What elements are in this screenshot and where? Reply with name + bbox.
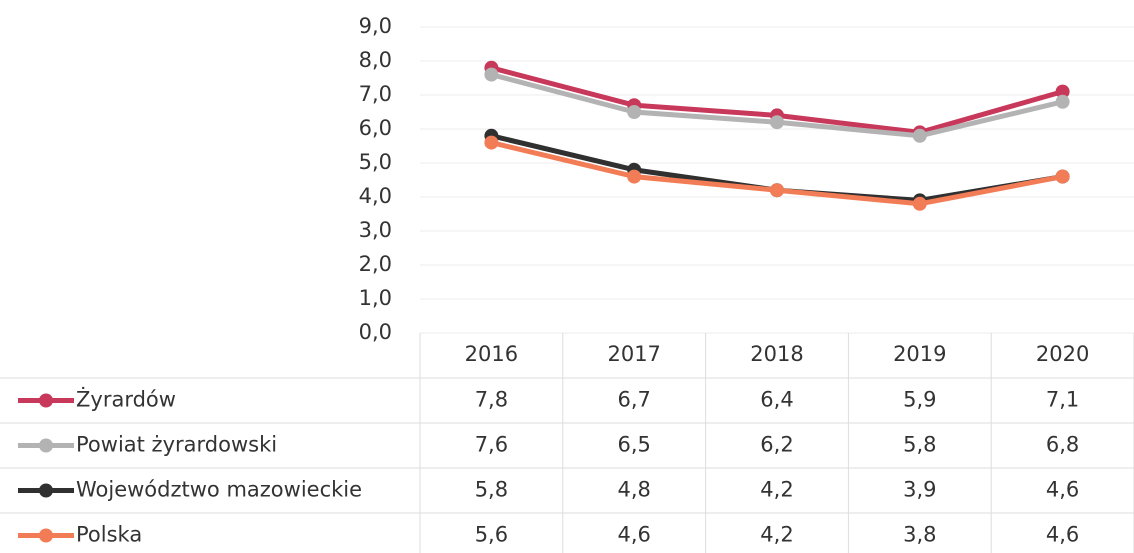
point [912, 128, 927, 143]
point [912, 196, 927, 211]
table-cell: 6,7 [617, 388, 650, 412]
point [1055, 94, 1070, 109]
point [1055, 84, 1070, 99]
y-tick-label: 6,0 [359, 116, 392, 140]
table-cell: 5,8 [903, 433, 936, 457]
table-cell: 7,8 [475, 388, 508, 412]
table-cell: 3,9 [903, 478, 936, 502]
legend-label: Polska [76, 523, 142, 547]
legend-marker [39, 393, 53, 408]
legend-marker [39, 483, 53, 498]
table-cell: 6,2 [760, 433, 793, 457]
y-tick-label: 0,0 [359, 320, 392, 344]
y-tick-label: 8,0 [359, 48, 392, 72]
table-cell: 4,2 [760, 478, 793, 502]
y-tick-label: 3,0 [359, 218, 392, 242]
table-cell: 4,6 [617, 523, 650, 547]
table-cell: 7,6 [475, 433, 508, 457]
table-cell: 5,6 [475, 523, 508, 547]
table-cell: 5,9 [903, 388, 936, 412]
point [484, 135, 499, 150]
x-tick-label: 2017 [607, 342, 660, 366]
table-cell: 4,6 [1046, 478, 1079, 502]
y-tick-label: 4,0 [359, 184, 392, 208]
x-tick-label: 2020 [1036, 342, 1089, 366]
y-tick-label: 1,0 [359, 286, 392, 310]
point [484, 67, 499, 82]
x-tick-label: 2016 [465, 342, 518, 366]
legend-label: Żyrardów [76, 387, 176, 412]
table-cell: 4,2 [760, 523, 793, 547]
table-cell: 6,4 [760, 388, 793, 412]
legend-label: Województwo mazowieckie [76, 478, 362, 502]
table-cell: 5,8 [475, 478, 508, 502]
point [627, 105, 642, 119]
y-tick-label: 5,0 [359, 150, 392, 174]
legend-marker [39, 528, 53, 543]
table-cell: 6,5 [617, 433, 650, 457]
table-cell: 6,8 [1046, 433, 1079, 457]
table-cell: 7,1 [1046, 388, 1079, 412]
y-tick-label: 9,0 [359, 14, 392, 38]
point [770, 183, 784, 198]
legend-label: Powiat żyrardowski [76, 433, 277, 457]
x-tick-label: 2018 [750, 342, 803, 366]
point [1055, 169, 1070, 184]
point [770, 115, 784, 130]
y-tick-label: 2,0 [359, 252, 392, 276]
point [627, 169, 642, 184]
y-tick-label: 7,0 [359, 82, 392, 106]
table-cell: 3,8 [903, 523, 936, 547]
x-tick-label: 2019 [893, 342, 946, 366]
table-cell: 4,8 [617, 478, 650, 502]
table-cell: 4,6 [1046, 523, 1079, 547]
legend-marker [39, 438, 53, 453]
